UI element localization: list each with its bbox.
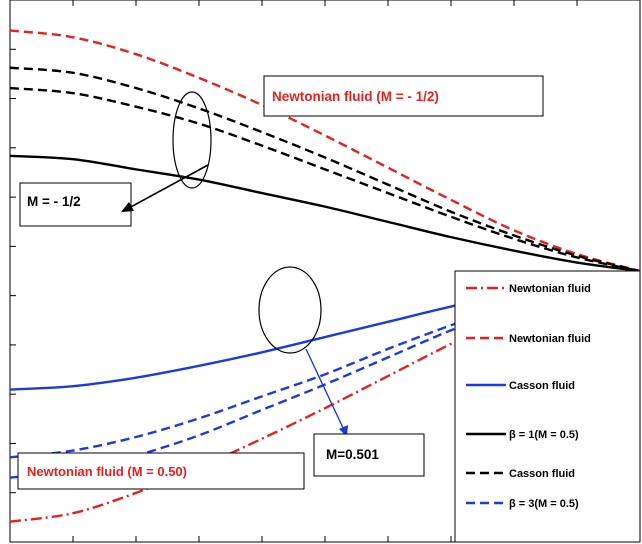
annotation-newtonian-bottom: Newtonian fluid (M = 0.50) (27, 464, 187, 479)
annotation-m-0501: M=0.501 (326, 447, 379, 462)
legend-label-2: Newtonian fluid (509, 333, 591, 345)
legend-label-5: Casson fluid (509, 468, 575, 480)
legend-label-1: Newtonian fluid (509, 283, 591, 295)
annotation-newtonian-top: Newtonian fluid (M = - 1/2) (272, 89, 439, 104)
legend-label-3: Casson fluid (509, 380, 575, 392)
series-line-1 (10, 30, 640, 271)
legend-label-4: β = 1(M = 0.5) (509, 429, 579, 441)
legend-label-6: β = 3(M = 0.5) (509, 498, 579, 510)
annotation-m-neg-half: M = - 1/2 (27, 194, 81, 209)
legend: Newtonian fluid Newtonian fluid Casson flu… (455, 271, 640, 542)
lower-group-ellipse (259, 267, 321, 353)
